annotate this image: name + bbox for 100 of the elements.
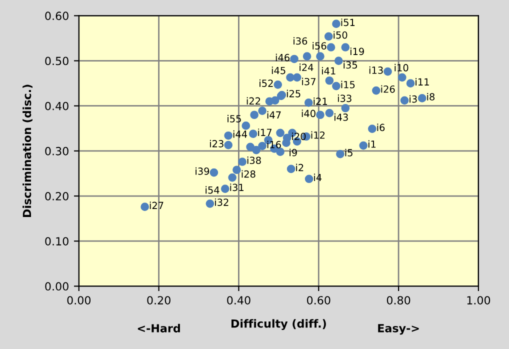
point	[324, 32, 333, 41]
data-label: i46	[276, 54, 290, 62]
data-label: i37	[302, 78, 316, 86]
point	[232, 166, 241, 174]
point	[400, 96, 409, 105]
point	[248, 130, 258, 138]
point	[276, 148, 284, 156]
data-label: i28	[242, 170, 256, 178]
x-tick-label: 0.40	[227, 296, 250, 305]
data-label: i33	[338, 94, 352, 102]
point	[341, 43, 350, 52]
point	[325, 108, 334, 118]
data-label: i25	[286, 90, 300, 98]
point	[258, 142, 266, 150]
point	[258, 106, 266, 115]
point	[316, 52, 324, 60]
data-label: i56	[312, 42, 326, 50]
data-label: i11	[416, 78, 429, 86]
point	[304, 98, 313, 107]
data-label: i8	[427, 92, 435, 100]
y-tick-label: 0.00	[45, 282, 68, 291]
data-label: i20	[292, 132, 306, 140]
point	[398, 73, 406, 82]
y-tick-label: 0.50	[45, 56, 68, 66]
point	[206, 200, 214, 208]
point	[336, 150, 344, 158]
point	[286, 73, 294, 82]
y-tick-label: 0.30	[45, 146, 68, 156]
data-label: i27	[150, 202, 164, 209]
data-label: i45	[272, 66, 286, 74]
data-label: i26	[381, 85, 395, 93]
data-label: i50	[334, 31, 348, 39]
text: <-Hard	[138, 324, 180, 332]
point	[250, 110, 258, 120]
data-label: i35	[344, 61, 357, 69]
data-label: i32	[215, 198, 228, 206]
data-label: i22	[246, 97, 260, 105]
x-tick-label: 0.80	[386, 296, 410, 305]
point	[224, 131, 232, 140]
data-label: i17	[258, 128, 272, 136]
point	[246, 142, 254, 152]
data-label: i3	[410, 95, 417, 103]
point	[224, 140, 232, 150]
point	[252, 146, 260, 154]
point	[332, 82, 340, 90]
point	[210, 168, 218, 177]
text: Easy->	[378, 324, 419, 335]
point	[302, 52, 312, 60]
point	[334, 56, 343, 65]
data-label: i36	[294, 37, 308, 45]
data-label: i21	[314, 97, 327, 105]
point	[325, 76, 334, 85]
point	[282, 138, 290, 147]
data-label: i55	[228, 114, 241, 122]
point	[316, 110, 324, 120]
x-axis-title: Difficulty (diff.)	[231, 319, 326, 330]
data-label: i24	[300, 64, 314, 71]
point	[220, 184, 230, 193]
data-label: i44	[233, 130, 248, 138]
point	[384, 67, 392, 76]
x-tick-label: 1.00	[467, 296, 490, 305]
point	[368, 124, 376, 134]
data-label: i47	[267, 111, 281, 119]
x-tick-label: 0.20	[147, 296, 170, 305]
data-label: i51	[341, 18, 355, 26]
data-label: i38	[247, 156, 261, 164]
data-label: i2	[296, 164, 304, 172]
data-label: i12	[311, 131, 325, 139]
data-label: i40	[302, 110, 316, 118]
data-label: i23	[210, 140, 224, 148]
data-label: i5	[345, 148, 352, 156]
point	[228, 173, 236, 182]
point	[274, 80, 282, 89]
point	[406, 79, 415, 88]
point	[270, 96, 280, 105]
point	[326, 43, 336, 52]
y-tick-label: 0.60	[45, 12, 68, 20]
point	[286, 164, 296, 174]
data-label: i4	[314, 174, 322, 182]
y-axis-title: Discrimination (disc.)	[22, 84, 32, 218]
data-label: i15	[341, 80, 355, 88]
point	[292, 73, 302, 82]
data-label: i52	[260, 79, 273, 87]
data-label: i54	[206, 186, 220, 194]
point	[418, 94, 426, 102]
data-label: i39	[196, 167, 210, 175]
point	[140, 202, 149, 212]
data-label: i19	[350, 48, 364, 56]
data-label: i13	[369, 66, 383, 74]
data-label: i1	[368, 140, 376, 148]
point	[242, 122, 250, 130]
point	[332, 20, 340, 28]
data-label: i9	[290, 148, 297, 156]
y-tick-label: 0.20	[45, 192, 68, 200]
y-tick-label: 0.40	[45, 102, 68, 110]
data-label: i10	[394, 64, 408, 72]
point	[304, 174, 314, 184]
x-tick-label: 0.60	[306, 296, 330, 305]
data-label: i41	[322, 67, 336, 74]
x-tick-label: 0.00	[67, 296, 91, 305]
